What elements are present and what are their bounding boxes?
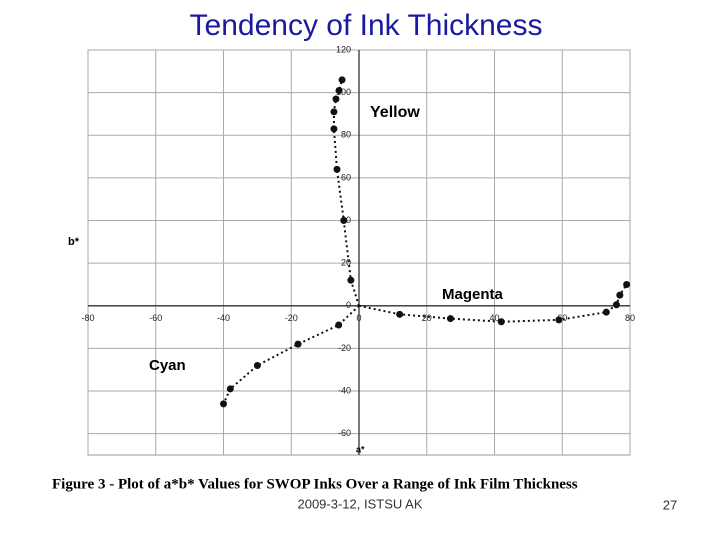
data-point [330,125,338,133]
x-tick-label: 20 [422,313,432,323]
slide-title: Tendency of Ink Thickness [190,9,543,42]
y-tick-label: 100 [336,87,351,97]
footer-date: 2009-3-12, ISTSU AK [297,496,422,511]
data-point [220,400,227,408]
data-point [226,385,234,393]
data-point [335,321,343,329]
x-tick-label: -40 [217,313,230,323]
data-point [602,308,610,316]
x-axis-label: a* [356,444,365,454]
data-point [338,76,346,84]
data-point [335,87,343,94]
data-point [396,310,404,318]
page-number: 27 [663,497,677,512]
series-line [332,79,360,307]
y-tick-label: 80 [341,130,351,140]
x-tick-label: -60 [149,313,162,323]
y-tick-label: -40 [338,385,351,395]
y-tick-label: -60 [338,428,351,438]
data-point [446,315,454,323]
figure-caption: Figure 3 - Plot of a*b* Values for SWOP … [52,476,578,492]
x-tick-label: -80 [81,313,94,323]
x-tick-label: 40 [489,313,499,323]
data-point [330,108,338,116]
plot: -80-60-40-20020406080-60-40-200204060801… [81,44,635,456]
series-label: Yellow [370,104,420,121]
data-point [623,280,631,288]
data-point [612,301,620,309]
y-tick-label: -20 [338,343,351,353]
data-point [340,217,348,225]
data-point [616,291,624,299]
data-point [347,276,355,284]
x-tick-label: 60 [557,313,567,323]
data-point [332,95,340,103]
data-point [294,340,302,348]
x-tick-label: -20 [285,313,298,323]
y-axis-label: b* [68,236,80,248]
x-tick-label: 80 [625,313,635,323]
data-point [497,318,505,326]
y-tick-label: 60 [341,172,351,182]
series-label: Cyan [149,357,186,374]
series-line [222,305,360,405]
y-tick-label: 120 [336,44,351,54]
series-label: Magenta [442,286,504,303]
data-point [555,316,563,324]
data-point [253,361,261,369]
y-tick-label: 20 [341,258,351,268]
data-point [333,165,341,173]
